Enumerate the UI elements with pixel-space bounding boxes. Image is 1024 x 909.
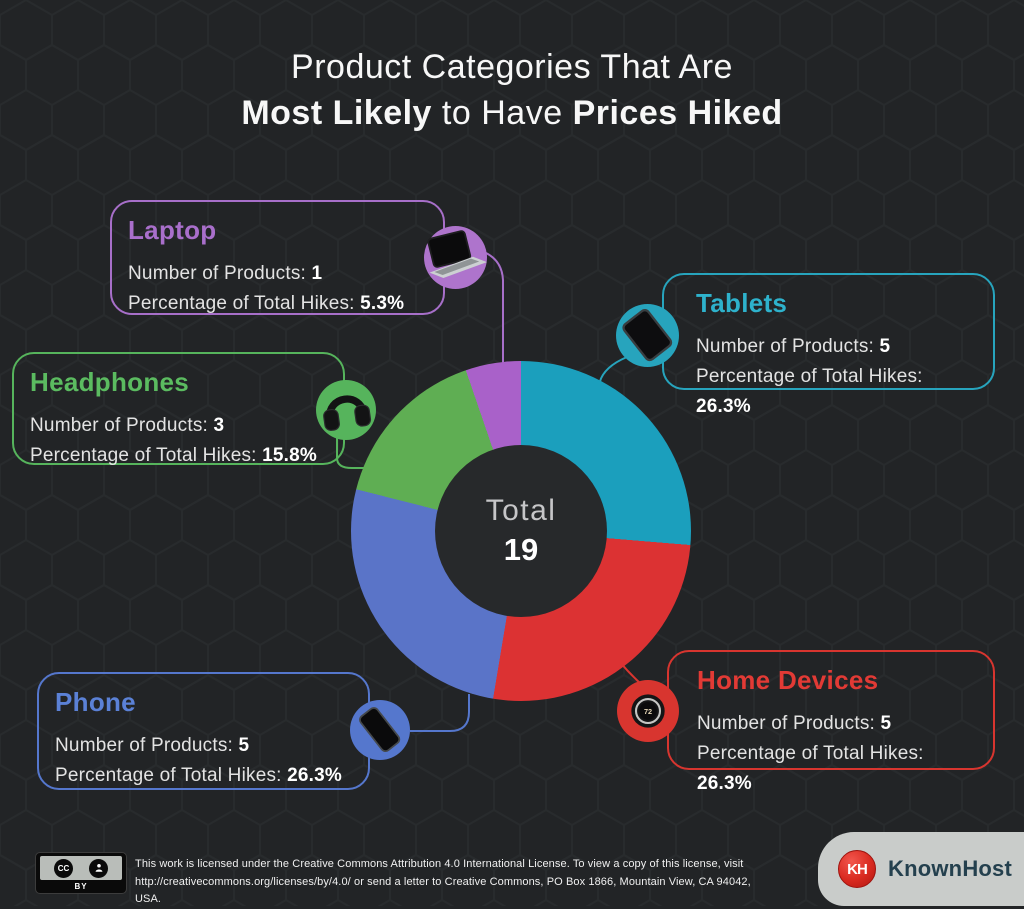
tablets-products-line: Number of Products: 5 — [696, 336, 891, 357]
phone-icon-badge — [350, 700, 410, 760]
page-title: Product Categories That Are Most Likely … — [0, 44, 1024, 136]
category-title-laptop: Laptop — [128, 215, 217, 245]
cc-by-label: BY — [74, 882, 88, 891]
callout-laptop: Laptop Number of Products: 1 Percentage … — [110, 200, 445, 315]
total-value: 19 — [503, 532, 539, 567]
tablet-icon-badge — [616, 304, 679, 367]
knownhost-logo-icon: KH — [838, 850, 876, 888]
tablet-icon — [621, 308, 672, 361]
page-title-line1: Product Categories That Are — [291, 48, 733, 86]
cc-by-badge: CC BY — [35, 852, 127, 894]
phone-icon — [359, 707, 401, 753]
laptop-icon — [427, 229, 487, 278]
brand-panel: KH KnownHost — [818, 832, 1024, 906]
phone-products-line: Number of Products: 5 — [55, 735, 250, 756]
person-icon — [89, 858, 108, 878]
license-text: This work is licensed under the Creative… — [135, 856, 755, 909]
category-title-headphones: Headphones — [30, 367, 190, 397]
phone-hikes-line: Percentage of Total Hikes: 26.3% — [55, 765, 342, 786]
laptop-hikes-line: Percentage of Total Hikes: 5.3% — [128, 293, 405, 314]
home-devices-hikes-line: Percentage of Total Hikes: 26.3% — [697, 743, 924, 794]
callout-home-devices: Home Devices Number of Products: 5 Perce… — [667, 650, 995, 794]
license-line1: This work is licensed under the Creative… — [135, 858, 744, 870]
tablets-hikes-line: Percentage of Total Hikes: 26.3% — [696, 366, 923, 417]
category-title-tablets: Tablets — [696, 288, 788, 318]
headphones-hikes-line: Percentage of Total Hikes: 15.8% — [30, 445, 317, 466]
thermostat-icon: 72 — [631, 694, 665, 728]
laptop-products-line: Number of Products: 1 — [128, 263, 323, 284]
headphones-icon-badge — [316, 380, 376, 440]
home-devices-products-line: Number of Products: 5 — [697, 713, 892, 734]
headphones-products-line: Number of Products: 3 — [30, 415, 225, 436]
callout-tablets: Tablets Number of Products: 5 Percentage… — [662, 273, 995, 417]
page-title-line2: Most Likely to Have Prices Hiked — [241, 94, 783, 132]
cc-badge-band: CC — [40, 856, 122, 880]
thermostat-reading: 72 — [644, 707, 652, 716]
donut-center: Total 19 — [435, 445, 607, 617]
headphones-icon — [323, 395, 372, 431]
thermostat-icon-badge: 72 — [617, 680, 679, 742]
cc-icon: CC — [54, 858, 73, 878]
license-line2: http://creativecommons.org/licenses/by/4… — [135, 875, 751, 906]
total-label: Total — [485, 494, 557, 527]
brand-name: KnownHost — [888, 856, 1013, 881]
callout-headphones: Headphones Number of Products: 3 Percent… — [12, 352, 345, 466]
category-title-home-devices: Home Devices — [697, 665, 879, 695]
callout-phone: Phone Number of Products: 5 Percentage o… — [37, 672, 370, 790]
laptop-icon-badge — [424, 226, 487, 289]
category-title-phone: Phone — [55, 687, 136, 717]
